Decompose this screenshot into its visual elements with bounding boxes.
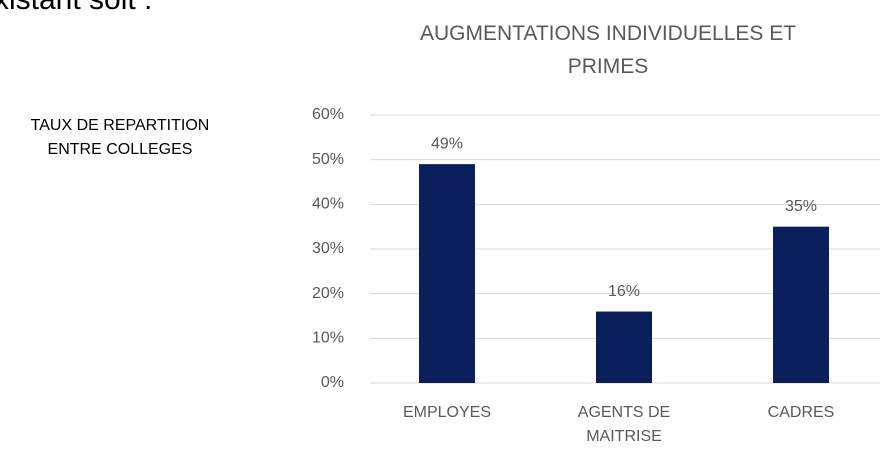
title-line: PRIMES [567,55,649,78]
bar [773,226,829,383]
bar [419,164,475,383]
bar [596,311,652,383]
y-tick-label: 50% [312,151,344,168]
x-tick-label: CADRES [767,404,835,421]
y-tick-label: 60% [312,106,344,123]
side-label: TAUX DE REPARTITION ENTRE COLLEGES [0,114,240,162]
value-label: 49% [431,135,463,152]
y-tick-label: 0% [321,374,344,391]
side-label-line: ENTRE COLLEGES [47,141,193,158]
y-tick-label: 20% [312,285,344,302]
chart-title: AUGMENTATIONS INDIVIDUELLES ET PRIMES [358,17,858,83]
x-tick-label: EMPLOYES [402,404,492,421]
y-tick-label: 30% [312,240,344,257]
y-tick-label: 40% [312,196,344,213]
y-tick-label: 10% [312,330,344,347]
side-label-line: TAUX DE REPARTITION [30,117,210,134]
value-label: 16% [608,283,640,300]
x-tick-label: AGENTS DE MAITRISE [577,404,671,445]
header-text: xistant soit : [0,0,152,18]
value-label: 35% [785,198,817,215]
title-line: AUGMENTATIONS INDIVIDUELLES ET [419,22,797,45]
